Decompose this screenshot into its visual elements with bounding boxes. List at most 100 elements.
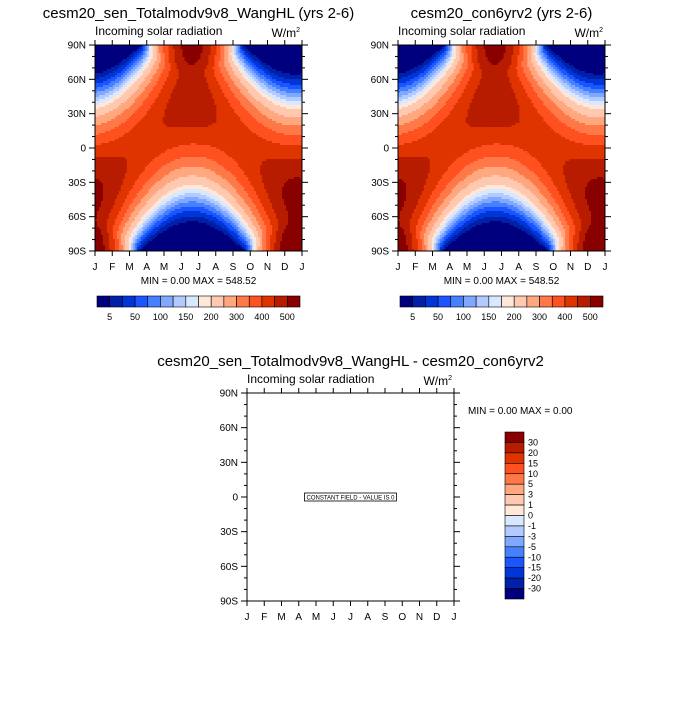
contour-cell: [168, 249, 172, 252]
contour-cell: [164, 61, 168, 64]
contour-cell: [126, 121, 130, 124]
contour-cell: [124, 57, 128, 60]
contour-cell: [102, 247, 106, 250]
contour-cell: [142, 129, 146, 132]
contour-cell: [134, 189, 138, 192]
contour-cell: [156, 231, 160, 234]
contour-cell: [162, 177, 166, 180]
contour-cell: [136, 61, 140, 64]
contour-cell: [120, 149, 124, 152]
contour-cell: [166, 181, 170, 184]
contour-cell: [176, 91, 180, 94]
contour-cell: [110, 139, 114, 142]
contour-cell: [95, 47, 98, 50]
contour-cell: [146, 119, 150, 122]
contour-cell: [134, 117, 138, 120]
contour-cell: [100, 85, 104, 88]
contour-cell: [166, 135, 170, 138]
contour-cell: [138, 179, 142, 182]
contour-cell: [138, 119, 142, 122]
contour-cell: [170, 167, 174, 170]
contour-cell: [132, 175, 136, 178]
plot-left-label: Incoming solar radiation: [95, 24, 222, 38]
contour-cell: [114, 67, 118, 70]
contour-cell: [142, 211, 146, 214]
contour-cell: [146, 215, 150, 218]
contour-cell: [166, 199, 170, 202]
contour-cell: [178, 55, 182, 58]
contour-cell: [162, 213, 166, 216]
contour-cell: [114, 57, 118, 60]
contour-cell: [100, 247, 104, 250]
contour-cell: [176, 99, 180, 102]
contour-cell: [168, 173, 172, 176]
contour-cell: [106, 231, 110, 234]
contour-cell: [120, 99, 124, 102]
contour-cell: [176, 237, 180, 240]
contour-cell: [100, 71, 104, 74]
contour-cell: [128, 225, 132, 228]
contour-cell: [96, 53, 100, 56]
contour-cell: [106, 209, 110, 212]
contour-cell: [120, 83, 124, 86]
contour-cell: [110, 215, 114, 218]
contour-cell: [150, 149, 154, 152]
contour-cell: [128, 131, 132, 134]
contour-cell: [162, 113, 166, 116]
contour-cell: [176, 191, 180, 194]
contour-cell: [140, 151, 144, 154]
contour-cell: [102, 193, 106, 196]
contour-cell: [166, 79, 170, 82]
contour-cell: [96, 69, 100, 72]
contour-cell: [138, 77, 142, 80]
contour-cell: [174, 97, 178, 100]
contour-cell: [170, 219, 174, 222]
contour-cell: [112, 175, 116, 178]
contour-cell: [116, 179, 120, 182]
contour-cell: [162, 45, 166, 48]
contour-cell: [162, 149, 166, 152]
contour-cell: [142, 241, 146, 244]
contour-cell: [114, 131, 118, 134]
contour-cell: [130, 231, 134, 234]
contour-cell: [170, 217, 174, 220]
contour-cell: [162, 175, 166, 178]
contour-cell: [124, 211, 128, 214]
contour-cell: [174, 185, 178, 188]
contour-cell: [162, 143, 166, 146]
contour-cell: [140, 241, 144, 244]
contour-cell: [96, 205, 100, 208]
contour-cell: [104, 185, 108, 188]
contour-cell: [162, 129, 166, 132]
contour-cell: [98, 155, 102, 158]
contour-cell: [148, 45, 152, 48]
contour-cell: [158, 65, 162, 68]
contour-cell: [112, 135, 116, 138]
contour-cell: [130, 145, 134, 148]
contour-cell: [138, 243, 142, 246]
contour-cell: [132, 101, 136, 104]
contour-cell: [170, 105, 174, 108]
contour-cell: [98, 55, 102, 58]
contour-cell: [150, 71, 154, 74]
contour-cell: [156, 89, 160, 92]
contour-cell: [126, 81, 130, 84]
contour-cell: [118, 147, 122, 150]
contour-cell: [142, 51, 146, 54]
contour-cell: [164, 167, 168, 170]
contour-cell: [146, 223, 150, 226]
contour-cell: [162, 49, 166, 52]
contour-cell: [166, 85, 170, 88]
contour-cell: [148, 55, 152, 58]
contour-cell: [102, 89, 106, 92]
contour-cell: [174, 161, 178, 164]
contour-cell: [154, 229, 158, 232]
contour-cell: [168, 77, 172, 80]
contour-cell: [138, 191, 142, 194]
contour-cell: [162, 231, 166, 234]
contour-cell: [174, 217, 178, 220]
contour-cell: [168, 153, 172, 156]
contour-cell: [124, 67, 128, 70]
contour-cell: [102, 49, 106, 52]
contour-cell: [128, 197, 132, 200]
